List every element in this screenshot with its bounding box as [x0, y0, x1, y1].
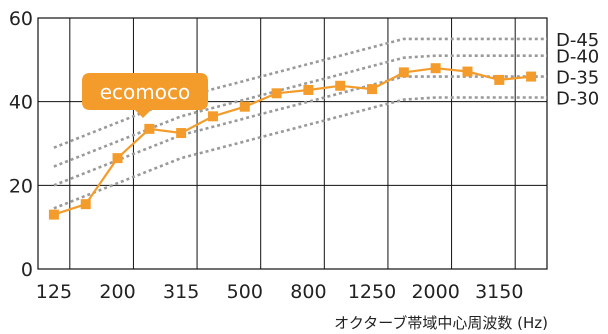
x-tick-label: 200 — [99, 281, 135, 303]
x-tick-label: 315 — [163, 281, 199, 303]
data-point — [303, 84, 314, 95]
plot-frame — [37, 17, 548, 270]
data-point — [271, 88, 282, 99]
grid — [37, 17, 548, 270]
y-tick-label: 0 — [21, 259, 33, 281]
ref-curve-d-45 — [53, 37, 547, 149]
y-tick-label: 40 — [9, 92, 33, 114]
x-axis-label: オクターブ帯域中心周波数 (Hz) — [334, 314, 548, 332]
data-point — [144, 123, 155, 134]
data-point — [176, 128, 187, 139]
reference-labels: D-45D-40D-35D-30 — [556, 30, 599, 110]
data-point — [462, 66, 473, 77]
data-point — [207, 111, 218, 122]
x-tick-label: 125 — [36, 281, 72, 303]
data-point — [398, 67, 409, 78]
ref-curve-d-40 — [53, 54, 547, 168]
data-point — [335, 80, 346, 91]
legend-ecomoco: ecomoco — [100, 80, 191, 104]
y-tick-label: 60 — [9, 8, 33, 30]
data-point — [526, 71, 537, 82]
data-point — [48, 209, 59, 220]
data-point — [430, 63, 441, 74]
ref-label-d-35: D-35 — [556, 68, 599, 89]
data-point — [494, 74, 505, 85]
series-ecomoco — [48, 63, 537, 220]
ref-label-d-45: D-45 — [556, 30, 599, 51]
data-point — [112, 153, 123, 164]
ref-label-d-40: D-40 — [556, 47, 599, 68]
callout: ecomoco — [82, 73, 208, 118]
x-tick-label: 1250 — [348, 281, 396, 303]
reference-curves — [53, 37, 547, 210]
ref-label-d-30: D-30 — [556, 88, 599, 109]
y-tick-label: 20 — [9, 175, 33, 197]
ref-curve-d-35 — [53, 75, 547, 187]
data-point — [367, 84, 378, 95]
data-point — [80, 199, 91, 210]
ref-curve-d-30 — [53, 96, 547, 210]
x-tick-label: 2000 — [411, 281, 459, 303]
y-tick-labels: 0 20 40 60 — [9, 8, 33, 281]
x-tick-labels: 125 200 315 500 800 1250 2000 3150 — [36, 281, 524, 303]
data-point — [239, 101, 250, 112]
callout-bubble — [82, 73, 208, 118]
x-tick-label: 500 — [227, 281, 263, 303]
series-line — [53, 67, 532, 216]
x-tick-label: 800 — [290, 281, 326, 303]
x-tick-label: 3150 — [475, 281, 523, 303]
